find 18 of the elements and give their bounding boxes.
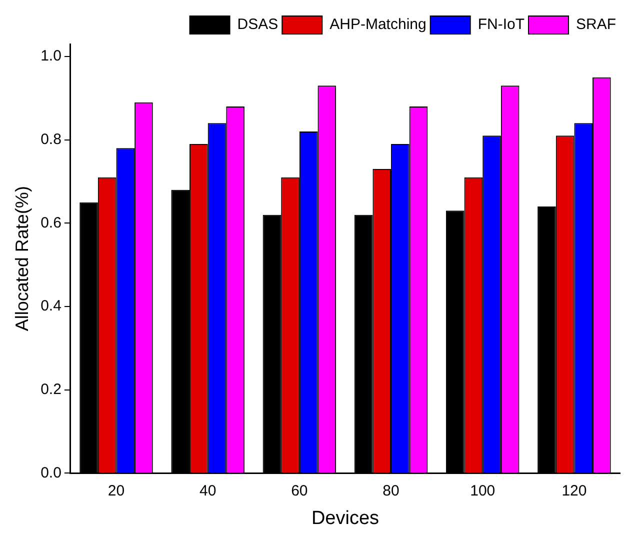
x-axis-title: Devices xyxy=(311,508,380,529)
y-tick-label: 0.0 xyxy=(40,464,62,482)
y-tick-label: 0.8 xyxy=(40,130,62,148)
x-tick-label: 100 xyxy=(470,482,496,500)
legend-label: SRAF xyxy=(576,16,616,34)
x-tick-label: 40 xyxy=(199,482,216,500)
x-tick-label: 20 xyxy=(108,482,125,500)
y-tick-label: 0.4 xyxy=(40,298,62,315)
x-tick-label: 80 xyxy=(382,482,400,500)
legend-label: DSAS xyxy=(237,16,278,34)
y-axis-title: Allocated Rate(%) xyxy=(12,186,32,332)
legend-label: FN-IoT xyxy=(478,16,525,34)
y-tick-label: 1.0 xyxy=(40,48,62,65)
x-tick-label: 60 xyxy=(291,482,308,500)
legend-label: AHP-Matching xyxy=(330,16,426,34)
x-tick-label: 120 xyxy=(562,482,587,500)
y-tick-label: 0.2 xyxy=(40,381,62,398)
y-tick-label: 0.6 xyxy=(40,214,62,232)
